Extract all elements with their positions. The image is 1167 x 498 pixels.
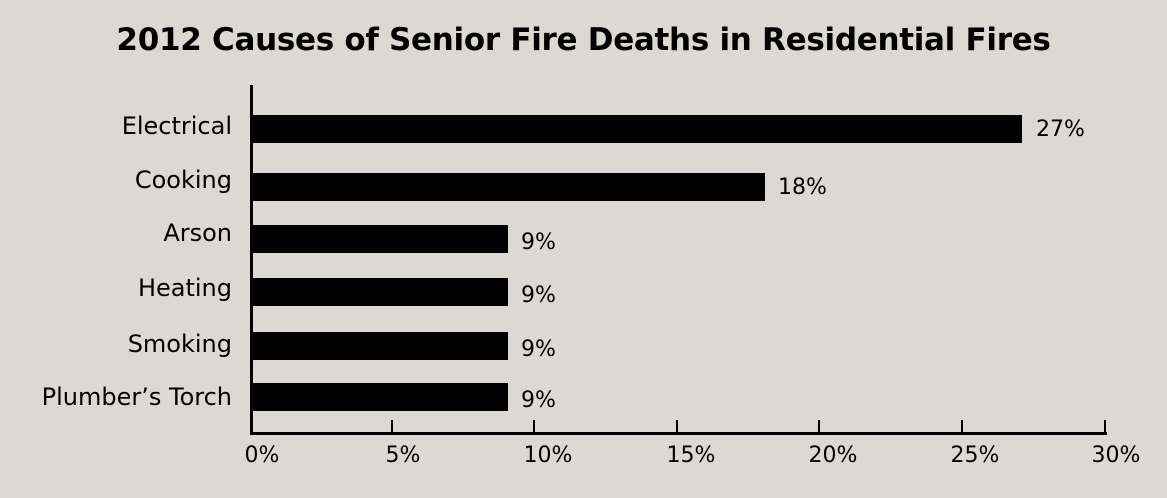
value-label-heating: 9% xyxy=(521,283,556,308)
bar-electrical xyxy=(252,115,1022,143)
bar-cooking xyxy=(252,173,765,201)
x-tick xyxy=(818,420,820,433)
x-tick xyxy=(961,420,963,433)
category-label-smoking: Smoking xyxy=(127,330,232,358)
bar-plumbers-torch xyxy=(252,383,508,411)
bar-smoking xyxy=(252,332,508,360)
x-tick-label: 20% xyxy=(808,443,858,468)
value-label-smoking: 9% xyxy=(521,337,556,362)
y-axis-line xyxy=(250,85,253,435)
x-tick-label: 15% xyxy=(666,443,716,468)
x-tick xyxy=(1104,420,1106,433)
chart-title: 2012 Causes of Senior Fire Deaths in Res… xyxy=(116,22,1051,58)
value-label-electrical: 27% xyxy=(1036,117,1085,142)
bar-heating xyxy=(252,278,508,306)
x-tick-label: 25% xyxy=(950,443,1000,468)
bar-arson xyxy=(252,225,508,253)
x-tick-label: 0% xyxy=(244,443,280,468)
x-tick-label: 30% xyxy=(1091,443,1141,468)
category-label-plumbers-torch: Plumber’s Torch xyxy=(41,383,232,411)
category-label-electrical: Electrical xyxy=(121,112,232,140)
value-label-arson: 9% xyxy=(521,230,556,255)
x-tick xyxy=(676,420,678,433)
x-tick xyxy=(250,420,252,433)
category-label-cooking: Cooking xyxy=(134,166,232,194)
x-tick xyxy=(391,420,393,433)
x-tick-label: 5% xyxy=(385,443,421,468)
x-axis-line xyxy=(250,432,1107,435)
x-tick-label: 10% xyxy=(523,443,573,468)
category-label-arson: Arson xyxy=(163,219,232,247)
category-label-heating: Heating xyxy=(137,274,232,302)
value-label-cooking: 18% xyxy=(778,175,827,200)
x-tick xyxy=(533,420,535,433)
value-label-plumbers-torch: 9% xyxy=(521,388,556,413)
